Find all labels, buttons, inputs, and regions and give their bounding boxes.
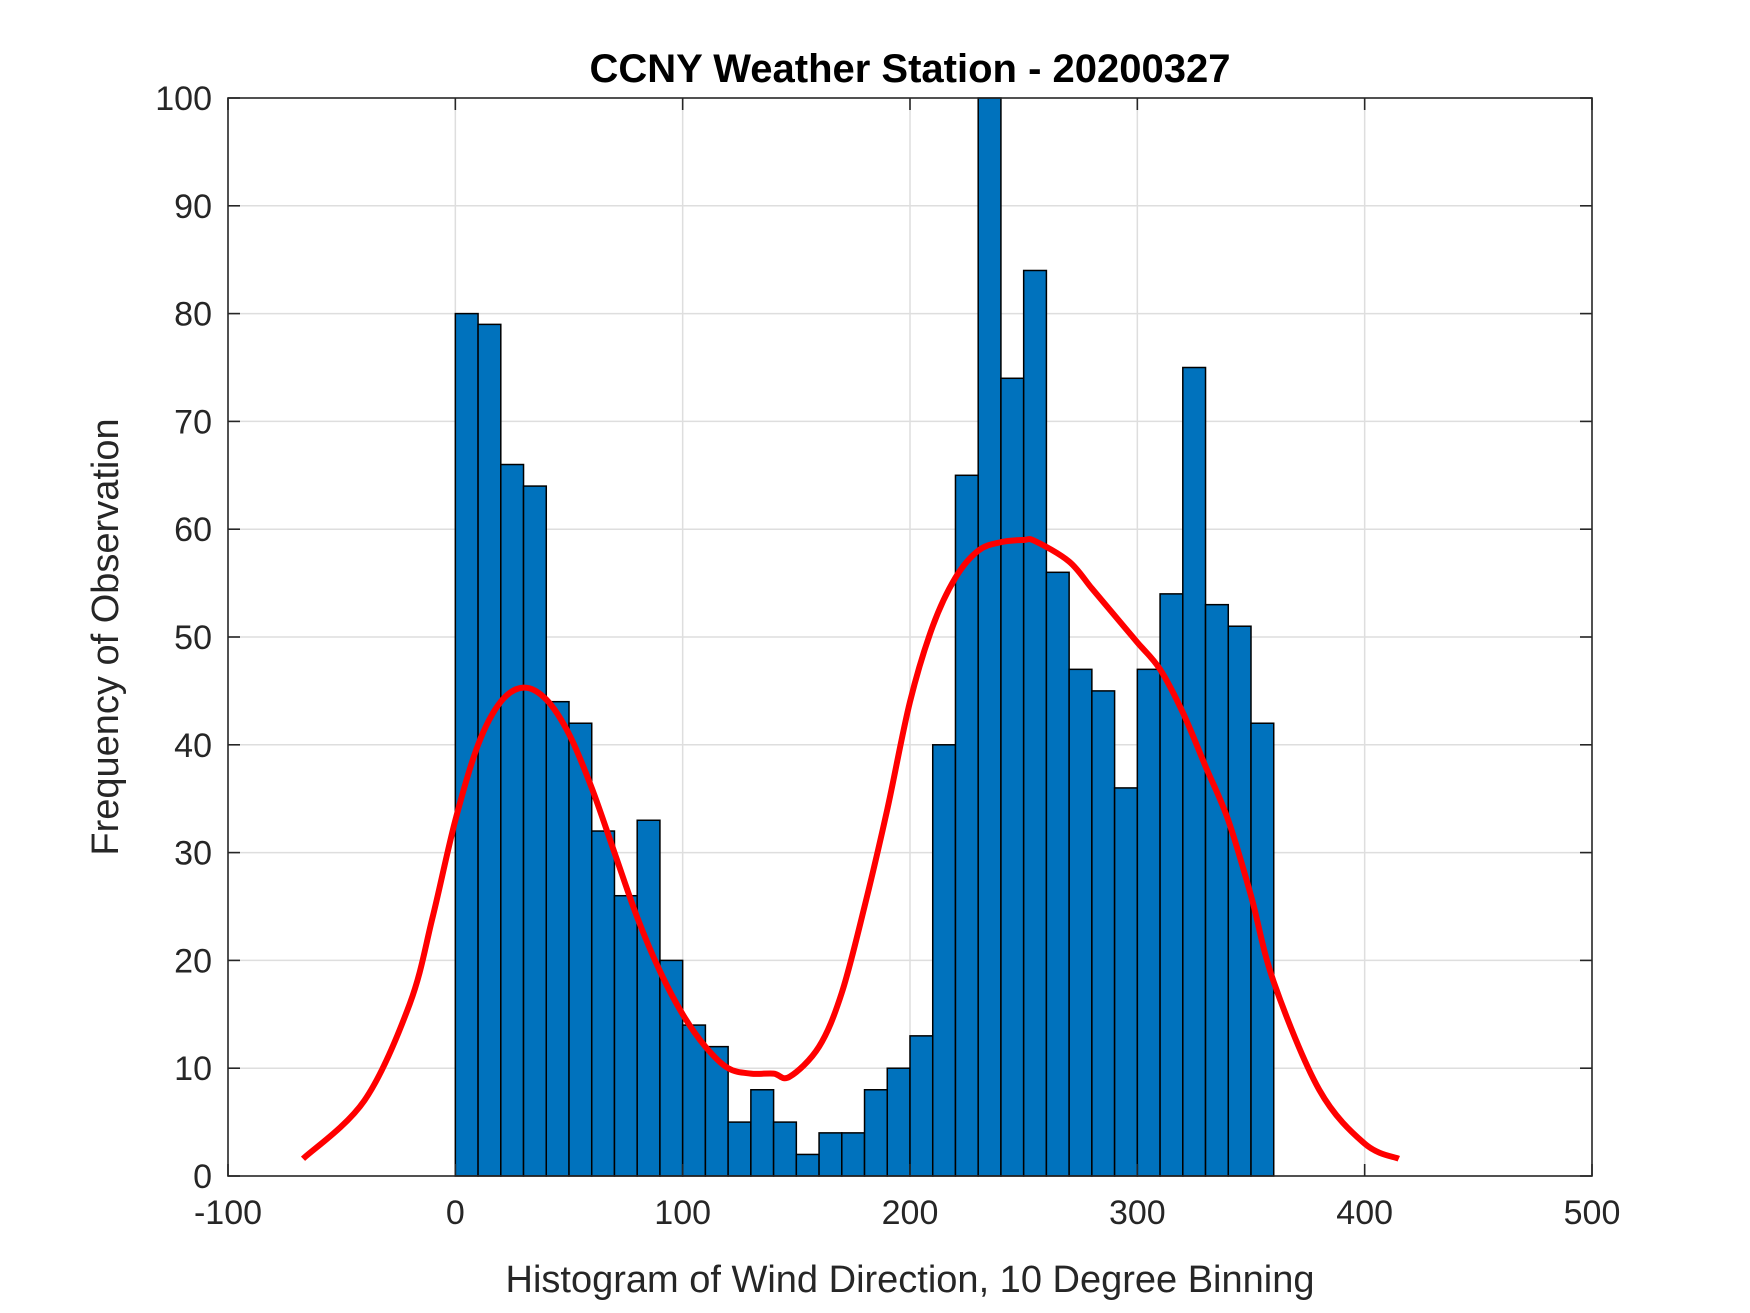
x-tick-label: 200 <box>882 1194 939 1232</box>
histogram-bar <box>454 312 479 1177</box>
histogram-bar <box>795 1153 820 1177</box>
y-tick-label: 20 <box>174 942 212 980</box>
histogram-bar <box>954 474 979 1177</box>
y-tick-label: 90 <box>174 188 212 226</box>
axes <box>227 97 1593 1177</box>
y-tick-label: 50 <box>174 619 212 657</box>
histogram-bar <box>909 1035 934 1177</box>
x-tick-label: 300 <box>1109 1194 1166 1232</box>
histogram-bar <box>818 1132 843 1177</box>
x-tick-label: 100 <box>654 1194 711 1232</box>
histogram-bar <box>1227 625 1252 1177</box>
histogram-bar <box>500 463 525 1177</box>
histogram-bar <box>931 744 957 1177</box>
histogram-bar <box>522 485 548 1177</box>
y-tick-label: 0 <box>193 1158 212 1196</box>
x-tick-label: 0 <box>446 1194 465 1232</box>
histogram-bar <box>1159 593 1184 1177</box>
fit-curve <box>300 536 1400 1162</box>
histogram-bar <box>772 1121 798 1177</box>
x-axis-label: Histogram of Wind Direction, 10 Degree B… <box>506 1259 1315 1301</box>
histogram-bar <box>1045 571 1070 1177</box>
histogram-bar <box>1136 668 1161 1177</box>
histogram-bar <box>1022 269 1048 1177</box>
histogram-bar <box>1000 377 1025 1177</box>
histogram-bar <box>863 1089 889 1177</box>
y-axis-label: Frequency of Observation <box>85 418 127 855</box>
histogram-bar <box>977 97 1002 1177</box>
histogram-bar <box>1091 690 1116 1177</box>
histogram-bar <box>477 323 502 1177</box>
x-tick-label: 500 <box>1564 1194 1621 1232</box>
histogram-bar <box>1204 603 1230 1177</box>
histogram-bar <box>545 700 570 1177</box>
y-tick-label: 30 <box>174 835 212 873</box>
histogram-bar <box>1182 366 1207 1177</box>
histogram-bar <box>1068 668 1093 1177</box>
y-tick-label: 40 <box>174 727 212 765</box>
histogram-bar <box>841 1132 866 1177</box>
histogram-bar <box>681 1024 707 1177</box>
histogram-bar <box>727 1121 752 1177</box>
y-tick-label: 80 <box>174 296 212 334</box>
y-tick-label: 10 <box>174 1050 212 1088</box>
histogram-bar <box>636 819 661 1177</box>
fit-curve-layer <box>300 536 1400 1162</box>
histogram-bar <box>613 894 638 1177</box>
y-tick-label: 70 <box>174 403 212 441</box>
y-tick-label: 100 <box>155 80 212 118</box>
histogram-bar <box>590 830 616 1177</box>
histogram-bar <box>750 1089 775 1177</box>
x-tick-label: 400 <box>1336 1194 1393 1232</box>
chart-title: CCNY Weather Station - 20200327 <box>590 47 1231 91</box>
histogram-bar <box>1113 787 1139 1177</box>
histogram-bar <box>886 1067 911 1177</box>
x-tick-label: -100 <box>194 1194 262 1232</box>
tick-labels: -100 0 100 200 300 400 50001020304050607080901… <box>155 80 1620 1232</box>
histogram-bar <box>568 722 593 1177</box>
y-tick-label: 60 <box>174 511 212 549</box>
